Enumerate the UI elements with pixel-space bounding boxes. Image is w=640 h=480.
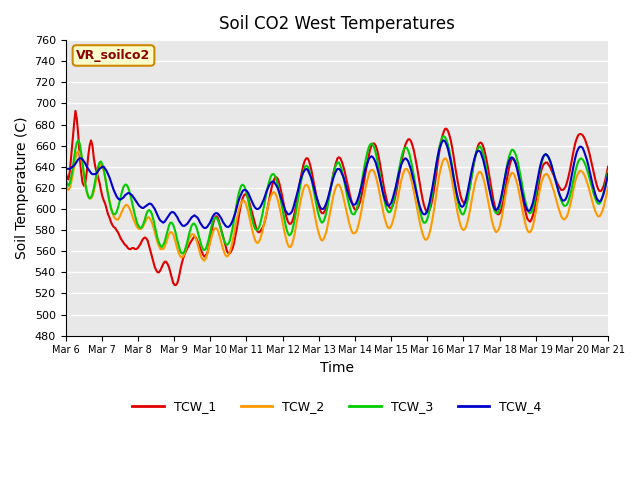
TCW_3 [604,168,612,174]
TCW_4 [451,182,459,188]
Y-axis label: Soil Temperature (C): Soil Temperature (C) [15,117,29,259]
TCW_4 [80,158,88,164]
TCW_2 [61,183,69,189]
TCW_2 [200,258,208,264]
TCW_1 [81,180,89,185]
X-axis label: Time: Time [320,361,354,375]
TCW_4 [97,165,105,171]
TCW_3 [178,251,186,256]
Text: VR_soilco2: VR_soilco2 [76,49,150,62]
Legend: TCW_1, TCW_2, TCW_3, TCW_4: TCW_1, TCW_2, TCW_3, TCW_4 [127,395,547,418]
Line: TCW_1: TCW_1 [65,111,608,285]
TCW_4 [440,137,447,143]
TCW_3 [603,176,611,181]
TCW_3 [440,133,447,139]
TCW_3 [97,158,105,164]
TCW_2 [604,184,612,190]
TCW_1 [603,171,611,177]
TCW_1 [99,193,106,199]
TCW_2 [532,209,540,215]
TCW_3 [80,171,88,177]
Title: Soil CO2 West Temperatures: Soil CO2 West Temperatures [219,15,454,33]
TCW_2 [74,148,82,154]
TCW_4 [61,167,69,173]
TCW_4 [603,179,611,184]
TCW_1 [344,181,351,187]
TCW_2 [81,183,89,189]
TCW_4 [532,186,540,192]
TCW_2 [603,192,611,197]
TCW_1 [61,169,69,175]
TCW_4 [200,225,208,231]
TCW_1 [532,199,540,204]
TCW_1 [72,108,79,114]
Line: TCW_2: TCW_2 [65,151,608,261]
TCW_2 [451,195,459,201]
TCW_3 [342,187,350,193]
TCW_1 [171,282,179,288]
TCW_4 [604,171,612,177]
TCW_2 [99,164,106,169]
TCW_3 [61,178,69,183]
TCW_3 [532,192,540,197]
TCW_1 [604,164,612,169]
Line: TCW_4: TCW_4 [65,140,608,228]
TCW_2 [344,213,351,218]
TCW_1 [451,163,459,168]
TCW_4 [342,183,350,189]
TCW_3 [451,183,459,189]
Line: TCW_3: TCW_3 [65,136,608,253]
